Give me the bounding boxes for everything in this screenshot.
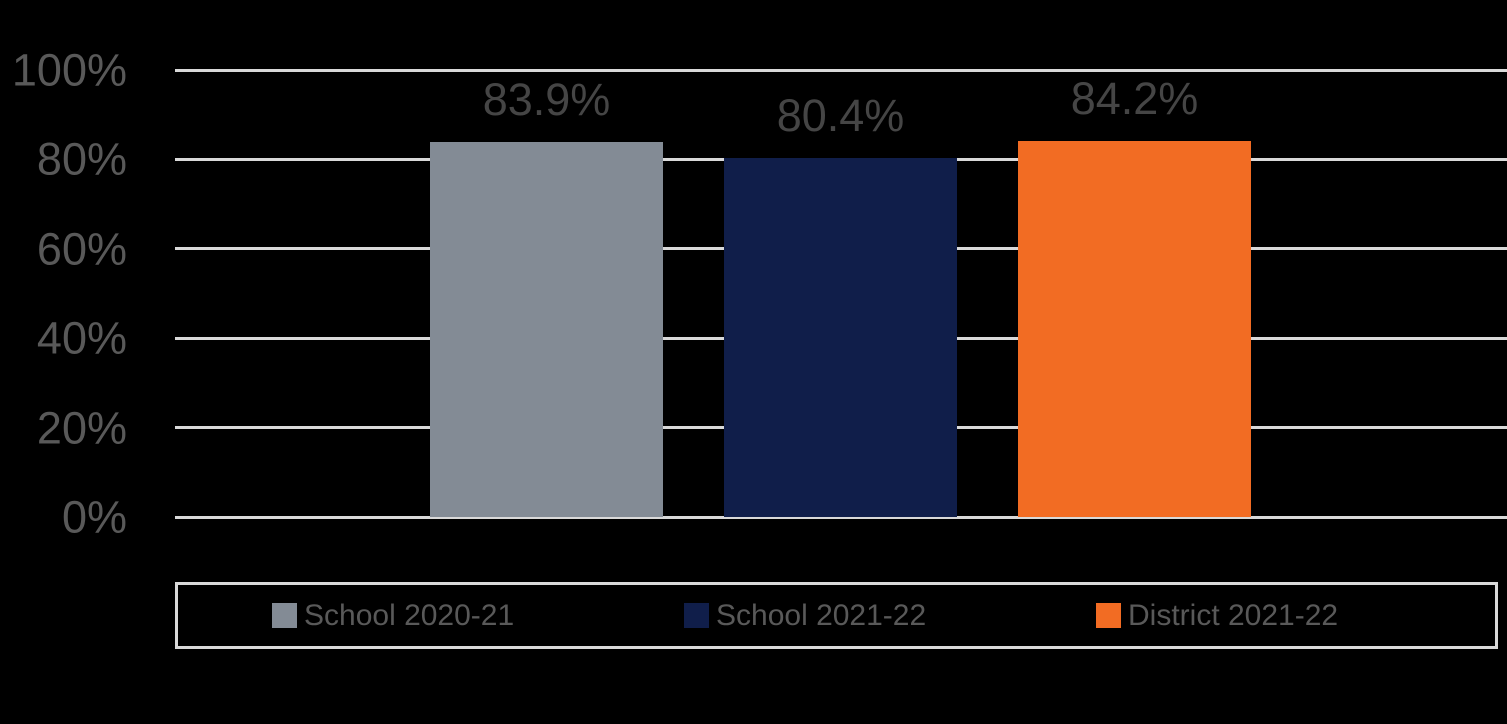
legend-item: School 2020-21 <box>272 598 684 632</box>
y-axis-tick-label: 80% <box>36 133 127 185</box>
y-axis-tick-label: 100% <box>11 44 127 96</box>
legend: School 2020-21 School 2021-22 District 202… <box>175 582 1498 649</box>
legend-item: District 2021-22 <box>1096 598 1339 632</box>
bar-2 <box>724 157 957 517</box>
y-axis-tick-label: 20% <box>36 402 127 454</box>
y-axis-tick-label: 60% <box>36 223 127 275</box>
data-label: 84.2% <box>1070 72 1199 124</box>
legend-swatch-icon <box>684 603 709 628</box>
data-label: 80.4% <box>776 89 905 141</box>
legend-label: School 2020-21 <box>304 598 515 632</box>
y-axis-tick-label: 40% <box>36 312 127 364</box>
legend-label: School 2021-22 <box>716 598 927 632</box>
legend-swatch-icon <box>1096 603 1121 628</box>
gridline <box>175 68 1507 72</box>
bar-3 <box>1018 140 1251 517</box>
data-label: 83.9% <box>482 73 611 125</box>
legend-item: School 2021-22 <box>684 598 1096 632</box>
bar-1 <box>430 141 663 517</box>
y-axis-tick-label: 0% <box>61 491 127 543</box>
legend-label: District 2021-22 <box>1128 598 1339 632</box>
gridline <box>175 515 1507 519</box>
legend-swatch-icon <box>272 603 297 628</box>
